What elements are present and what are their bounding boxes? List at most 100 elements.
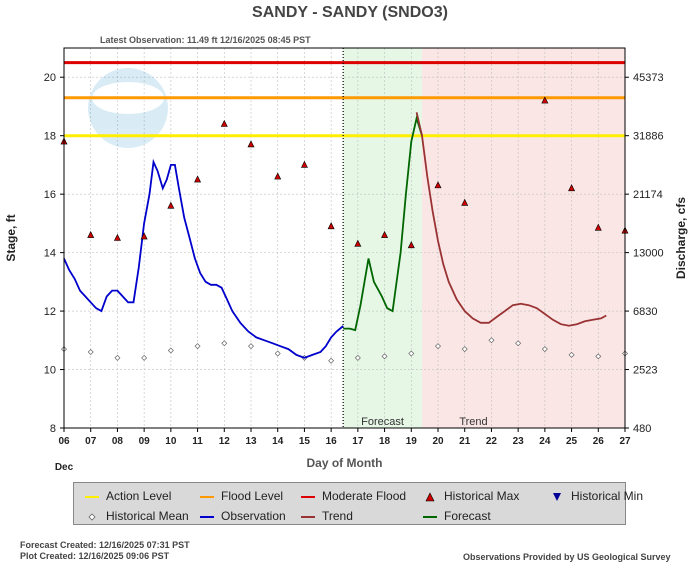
legend-label: Historical Max (444, 489, 520, 503)
historical-max-point (167, 201, 175, 209)
legend-item-action-level: Action Level (84, 489, 171, 503)
historical-max-point (274, 172, 282, 180)
data-provider: Observations Provided by US Geological S… (463, 552, 671, 562)
y2-tick-label: 31886 (633, 131, 664, 143)
legend-item-historical-max: Historical Max (422, 489, 519, 503)
y-tick-label: 10 (44, 365, 56, 377)
x-tick-label: 18 (379, 436, 391, 447)
region-forecast (343, 48, 422, 428)
line-icon (200, 495, 214, 498)
latest-observation: Latest Observation: 11.49 ft 12/16/2025 … (100, 35, 311, 45)
diamond-icon (88, 513, 96, 521)
x-tick-label: 16 (326, 436, 338, 447)
y-tick-label: 18 (44, 131, 56, 143)
legend-label: Observation (221, 509, 286, 523)
historical-mean-point (408, 350, 415, 357)
region-label-forecast: Forecast (361, 416, 404, 428)
historical-mean-point (595, 353, 602, 360)
legend-item-historical-min: Historical Min (549, 489, 643, 503)
x-tick-label: 14 (272, 436, 284, 447)
historical-max-point (220, 119, 228, 127)
x-tick-label: 23 (513, 436, 525, 447)
historical-mean-point (167, 347, 174, 354)
historical-max-point (354, 239, 362, 247)
plot-frame (63, 47, 626, 429)
y-axis-label: Stage, ft (4, 214, 18, 261)
legend-label: Trend (322, 509, 353, 523)
legend-label: Flood Level (221, 489, 284, 503)
forecast-created: Forecast Created: 12/16/2025 07:31 PST (20, 540, 190, 550)
y2-tick-label: 45373 (633, 72, 664, 84)
legend-label: Forecast (444, 509, 491, 523)
historical-mean-point (381, 353, 388, 360)
legend-item-observation: Observation (199, 509, 286, 523)
historical-mean-point (568, 351, 575, 358)
historical-mean-point (141, 354, 148, 361)
region-trend (421, 48, 625, 428)
x-tick-label: 15 (299, 436, 311, 447)
series-trend (415, 112, 607, 327)
line-icon (200, 515, 214, 518)
historical-mean-point (515, 340, 522, 347)
x-tick-label: 26 (593, 436, 605, 447)
historical-mean-point (274, 350, 281, 357)
historical-max-point (300, 160, 308, 168)
historical-mean-point (461, 346, 468, 353)
legend-label: Historical Min (571, 489, 644, 503)
x-tick-label: 10 (165, 436, 177, 447)
x-tick-label: 07 (85, 436, 97, 447)
legend-label: Moderate Flood (322, 489, 407, 503)
historical-mean-point (114, 354, 121, 361)
x-tick-label: 06 (58, 436, 70, 447)
x-tick-label: 24 (539, 436, 551, 447)
historical-mean-point (541, 346, 548, 353)
historical-max-point (140, 232, 148, 240)
historical-max-point (381, 230, 389, 238)
historical-mean-point (354, 354, 361, 361)
y2-axis-label: Discharge, cfs (674, 197, 688, 279)
hydrograph-chart: Forecast Trend810121416182048025236830130… (4, 47, 688, 473)
x-tick-label: 17 (352, 436, 364, 447)
historical-mean-point (435, 343, 441, 350)
historical-mean-point (87, 349, 94, 355)
historical-mean-point (194, 343, 201, 350)
x-tick-label: 09 (139, 436, 151, 447)
legend-item-forecast: Forecast (422, 509, 491, 523)
legend-label: Action Level (106, 489, 172, 503)
y-tick-label: 20 (44, 72, 56, 84)
historical-max-point (113, 233, 121, 241)
y2-tick-label: 6830 (633, 306, 657, 318)
historical-max-point (87, 230, 95, 238)
historical-max-point (541, 96, 549, 104)
plot-created: Plot Created: 12/16/2025 09:06 PST (20, 551, 170, 561)
chart-title: SANDY - SANDY (SNDO3) (252, 4, 448, 21)
historical-max-point (461, 198, 469, 206)
x-tick-label: 22 (486, 436, 498, 447)
series-forecast (343, 114, 423, 332)
month-label: Dec (55, 462, 74, 473)
legend-item-flood-level: Flood Level (199, 489, 283, 503)
x-tick-label: 13 (245, 436, 257, 447)
historical-mean-point (488, 337, 495, 344)
y2-tick-label: 13000 (633, 248, 664, 260)
historical-mean-point (248, 343, 254, 350)
legend-item-historical-mean: Historical Mean (84, 509, 189, 523)
line-icon (301, 515, 315, 518)
triangle-down-icon (553, 492, 561, 501)
y2-tick-label: 2523 (633, 365, 657, 377)
y2-tick-label: 480 (633, 423, 651, 435)
legend-label: Historical Mean (106, 509, 189, 523)
region-label-trend: Trend (459, 416, 487, 428)
series-observation (63, 158, 344, 359)
triangle-up-icon (425, 492, 435, 502)
logo-circle (88, 68, 168, 148)
x-tick-label: 08 (112, 436, 124, 447)
x-tick-label: 11 (192, 436, 203, 447)
historical-max-point (247, 140, 255, 148)
y-tick-label: 12 (44, 306, 56, 318)
y2-tick-label: 21174 (633, 189, 663, 201)
x-tick-label: 27 (619, 436, 631, 447)
line-icon (301, 495, 315, 498)
x-tick-label: 19 (406, 436, 418, 447)
x-axis-label: Day of Month (307, 456, 383, 470)
